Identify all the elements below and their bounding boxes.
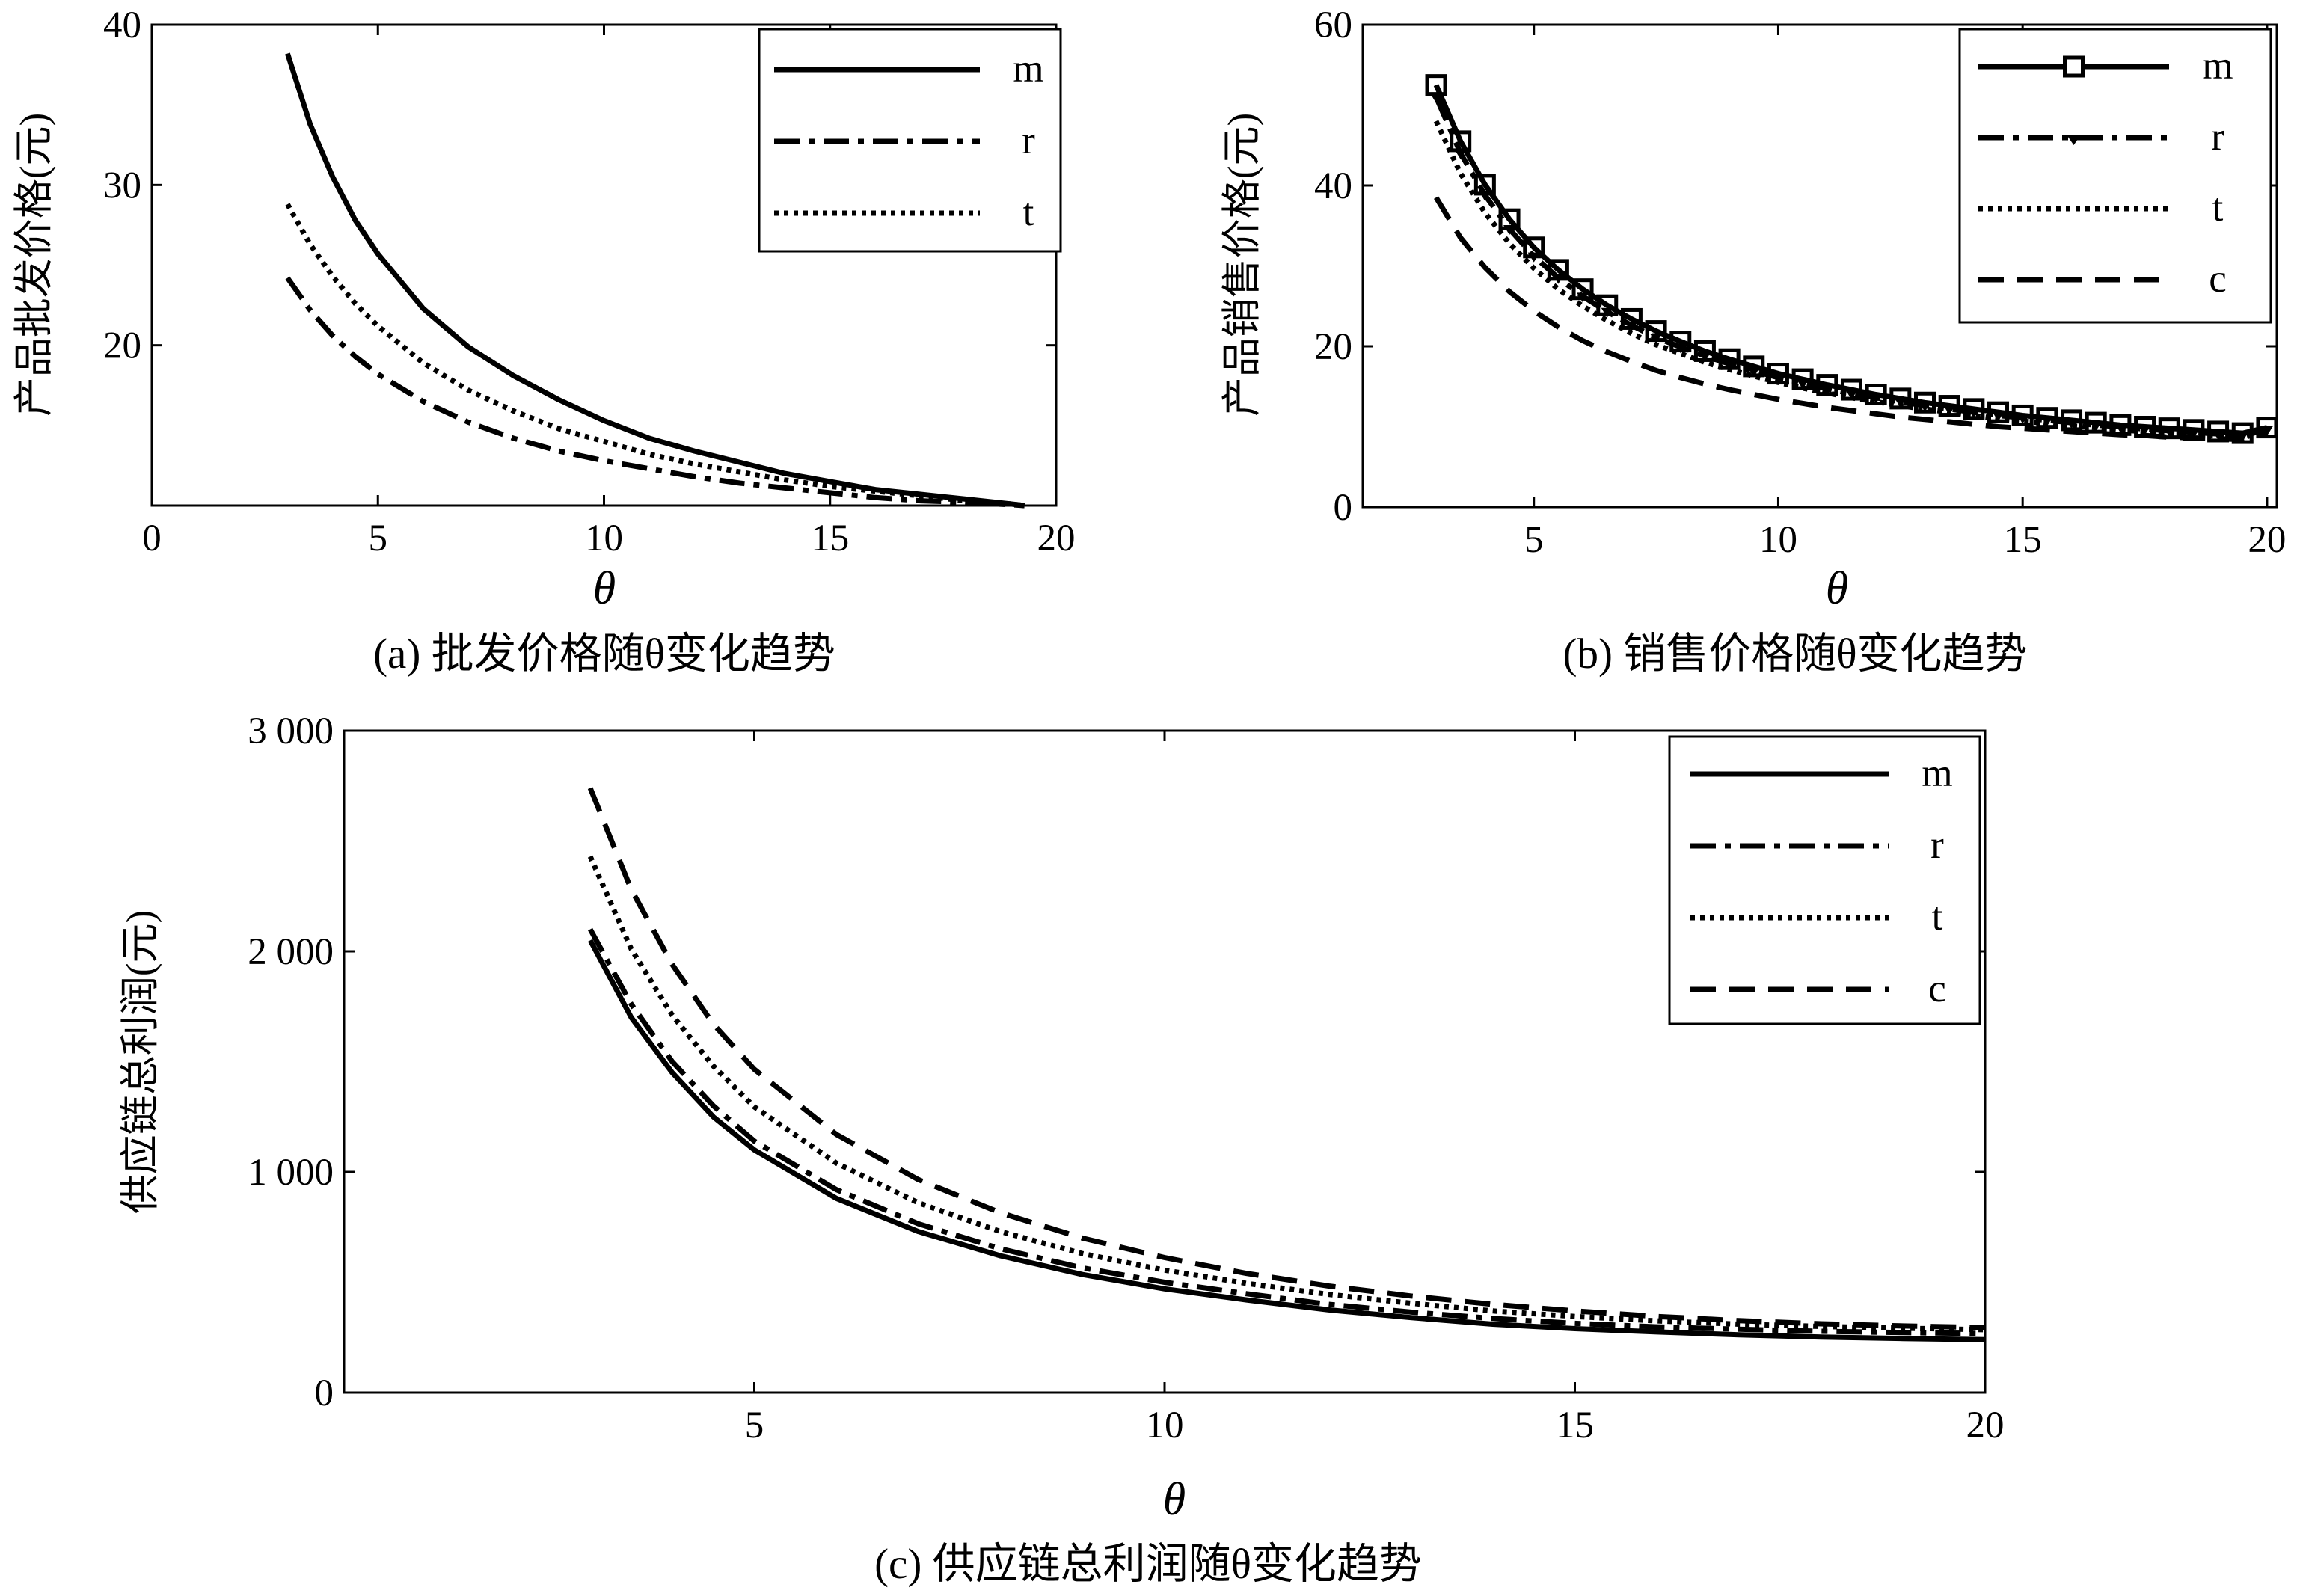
- panel-b-series-r-marker: [2114, 423, 2126, 433]
- panel-b-series-r-marker: [1919, 402, 1931, 412]
- panel-b-y-tick-label: 0: [1334, 487, 1353, 529]
- panel-b-series-r-marker: [2163, 426, 2176, 437]
- panel-b-series-r-marker: [2017, 414, 2029, 424]
- panel-c-y-tick-label: 3 000: [248, 710, 334, 752]
- panel-b-series-r-marker: [1577, 292, 1589, 303]
- panel-b-series-r-marker: [1454, 150, 1467, 159]
- panel-a-legend-label-t: t: [1023, 191, 1034, 234]
- panel-b-series-layer: [1425, 74, 2278, 444]
- panel-b-series-r-marker: [2236, 432, 2249, 442]
- panel-b-y-tick-label: 40: [1314, 165, 1352, 207]
- panel-c-x-axis-title: θ: [1163, 1474, 1186, 1525]
- panel-b-series-r-marker: [1479, 191, 1491, 201]
- panel-a-x-axis-title: θ: [593, 563, 616, 614]
- panel-c-ticks: 5 10 15 20 0 1 000 2 000 3 000: [248, 710, 2004, 1446]
- panel-b-y-tick-label: 20: [1314, 326, 1352, 368]
- panel-b-legend-label-c: c: [2209, 257, 2227, 301]
- panel-b-legend-box: [1958, 28, 2272, 324]
- panel-a-ticks: 0 5 10 15 20 20 30 40: [103, 4, 1076, 559]
- panel-c-y-axis-title: 供应链总利润(元): [119, 910, 162, 1214]
- panel-a-series-r-line: [285, 276, 1025, 509]
- panel-b-caption: (b) 销售价格随θ变化趋势: [1562, 630, 2027, 678]
- panel-b-series-r-marker: [1699, 352, 1711, 362]
- panel-a-y-tick-label: 30: [103, 165, 141, 206]
- panel-a-caption: (a) 批发价格随θ变化趋势: [373, 630, 835, 678]
- panel-b-series-r-marker: [1870, 393, 1883, 404]
- panel-a-x-tick-label: 20: [1037, 518, 1076, 559]
- panel-b-y-axis-title: 产品销售价格(元): [1221, 113, 1264, 417]
- panel-b-x-tick-label: 15: [2004, 519, 2042, 561]
- panel-a-y-axis-title: 产品批发价格(元): [13, 113, 56, 417]
- panel-b-legend-label-r: r: [2211, 115, 2224, 159]
- panel-a-series-layer: [285, 52, 1025, 509]
- panel-c-legend-label-t: t: [1932, 895, 1943, 939]
- panel-b-legend-label-m: m: [2202, 44, 2233, 88]
- panel-c-y-tick-label: 2 000: [248, 931, 334, 973]
- panel-c-x-tick-label: 10: [1146, 1405, 1184, 1446]
- panel-b-series-r-marker: [1430, 93, 1443, 103]
- panel-a-legend: mrt: [758, 28, 1062, 253]
- panel-b-series-r-marker: [1772, 373, 1785, 384]
- panel-b-series-r-marker: [1674, 343, 1687, 354]
- panel-b-series-r-marker: [2187, 429, 2200, 439]
- panel-a-x-tick-label: 10: [585, 518, 623, 559]
- panel-c-series-m-line: [588, 939, 1986, 1342]
- panel-b-series-r-marker: [1797, 379, 1809, 390]
- panel-c-legend-box: [1668, 735, 1981, 1025]
- panel-a-y-tick-label: 40: [103, 4, 141, 46]
- panel-b-legend-marker-r: [2067, 135, 2081, 145]
- panel-b-series-r-marker: [1845, 390, 1858, 400]
- panel-b-series-r-marker: [1967, 408, 1980, 419]
- panel-c-y-tick-label: 0: [315, 1372, 334, 1414]
- panel-b-series-r-marker: [1601, 307, 1613, 318]
- panel-c-legend-label-m: m: [1922, 752, 1952, 795]
- panel-b-x-tick-label: 20: [2248, 519, 2286, 561]
- panel-c-x-tick-label: 5: [745, 1405, 764, 1446]
- panel-c-y-tick-label: 1 000: [248, 1152, 334, 1194]
- panel-b-x-tick-label: 5: [1524, 519, 1544, 561]
- panel-c-series-r-line: [588, 927, 1986, 1336]
- panel-b: 5 10 15 20 0 20 40 60 产品销售价格(元) θ (b) 销售价格随θ变化趋…: [1221, 4, 2286, 678]
- panel-c-legend-label-c: c: [1928, 967, 1946, 1010]
- panel-b-series-r-marker: [1650, 334, 1663, 344]
- panel-b-series-r-marker: [1821, 384, 1833, 395]
- panel-b-series-r-marker: [1625, 322, 1638, 332]
- panel-c-legend-label-r: r: [1930, 823, 1944, 867]
- panel-b-series-r-marker: [1747, 367, 1760, 378]
- panel-b-y-tick-label: 60: [1314, 4, 1352, 46]
- panel-b-series-r-marker: [2212, 430, 2224, 441]
- panel-c-series-c-line: [587, 787, 1986, 1330]
- panel-a-series-t-line: [285, 203, 1025, 509]
- panel-a-y-tick-label: 20: [103, 325, 141, 367]
- panel-c-series-t-line: [587, 855, 1986, 1333]
- panel-b-x-axis-title: θ: [1826, 563, 1848, 614]
- panel-a-legend-label-m: m: [1013, 47, 1043, 90]
- panel-c-x-tick-label: 20: [1966, 1405, 2005, 1446]
- panel-c-caption: (c) 供应链总利润随θ变化趋势: [874, 1541, 1422, 1588]
- panel-b-plot-frame: [1361, 23, 2278, 509]
- panel-b-series-r-marker: [1503, 225, 1516, 236]
- panel-b-series-r-marker: [1723, 360, 1736, 370]
- panel-b-series-r-marker: [1894, 398, 1907, 408]
- panel-c-series-layer: [587, 787, 1986, 1342]
- panel-b-ticks: 5 10 15 20 0 20 40 60: [1314, 4, 2286, 561]
- panel-a-x-tick-label: 0: [142, 518, 162, 559]
- panel-b-legend-marker-m: [2063, 55, 2085, 78]
- panel-b-series-c-line: [1434, 196, 2268, 443]
- panel-c: 5 10 15 20 0 1 000 2 000 3 000 供应链总利润(元) θ (c) …: [119, 710, 2005, 1588]
- panel-b-series-r-marker: [2065, 419, 2078, 429]
- panel-b-series-t-line: [1433, 120, 2268, 441]
- panel-c-x-tick-label: 15: [1556, 1405, 1594, 1446]
- panel-b-legend-label-t: t: [2212, 186, 2224, 230]
- panel-a: 0 5 10 15 20 20 30 40 产品批发价格(元) θ (a) 批发价格随θ变化趋…: [13, 4, 1076, 678]
- panel-a-legend-label-r: r: [1022, 119, 1035, 162]
- panel-b-x-tick-label: 10: [1759, 519, 1797, 561]
- panel-b-series-r-marker: [1527, 252, 1540, 263]
- panel-b-series-r-marker: [1552, 274, 1565, 284]
- panel-a-x-tick-label: 5: [369, 518, 388, 559]
- panel-a-x-tick-label: 15: [811, 518, 849, 559]
